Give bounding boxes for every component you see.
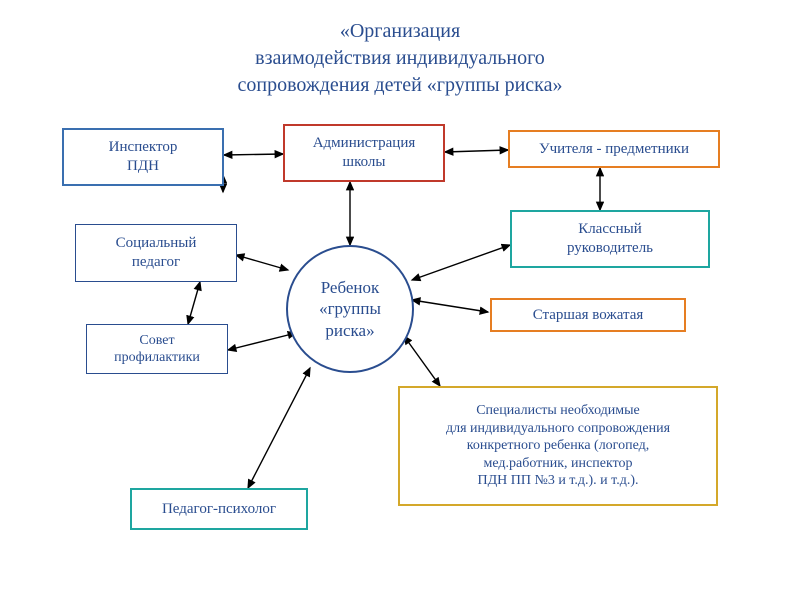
node-subject-teachers: Учителя - предметники	[508, 130, 720, 168]
node-social-pedagogue: Социальныйпедагог	[75, 224, 237, 282]
node-inspector-pdn: ИнспекторПДН	[62, 128, 224, 186]
title-line3: сопровождения детей «группы риска»	[238, 74, 563, 96]
center-label: Ребенок «группы риска»	[294, 277, 406, 341]
node-school-admin: Администрацияшколы	[283, 124, 445, 182]
node-specialists: Специалисты необходимые для индивидуальн…	[398, 386, 718, 506]
node-pedagogue-psychologist: Педагог-психолог	[130, 488, 308, 530]
title-line1: «Организация	[340, 20, 460, 42]
title-line2: взаимодействия индивидуального	[255, 47, 545, 69]
node-senior-counselor: Старшая вожатая	[490, 298, 686, 332]
node-prevention-council: Советпрофилактики	[86, 324, 228, 374]
node-class-teacher: Классныйруководитель	[510, 210, 710, 268]
center-child-at-risk: Ребенок «группы риска»	[286, 245, 414, 373]
diagram-title: «Организация взаимодействия индивидуальн…	[0, 18, 800, 99]
